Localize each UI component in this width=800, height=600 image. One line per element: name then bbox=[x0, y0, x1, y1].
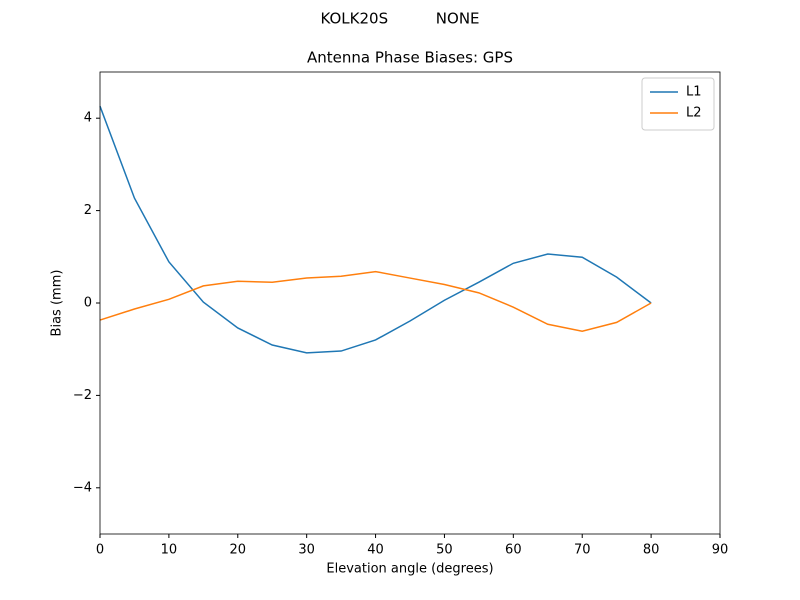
x-tick-label: 0 bbox=[96, 543, 104, 558]
y-tick-label: 0 bbox=[84, 296, 92, 311]
x-tick-label: 80 bbox=[643, 543, 660, 558]
x-tick-label: 90 bbox=[712, 543, 729, 558]
line-series bbox=[99, 105, 652, 354]
suptitle: KOLK20S NONE bbox=[320, 10, 479, 28]
x-tick-label: 60 bbox=[505, 543, 522, 558]
y-axis-label: Bias (mm) bbox=[50, 270, 65, 337]
y-tick-label: −2 bbox=[73, 388, 92, 403]
x-axis-label: Elevation angle (degrees) bbox=[326, 562, 493, 577]
legend-box bbox=[641, 77, 715, 131]
legend-label: L2 bbox=[686, 106, 702, 121]
y-tick-label: 2 bbox=[84, 203, 92, 218]
legend-label: L1 bbox=[686, 85, 702, 100]
plot-frame bbox=[99, 71, 721, 535]
y-tick-label: 4 bbox=[84, 111, 92, 126]
x-tick-label: 20 bbox=[230, 543, 247, 558]
x-tick-label: 70 bbox=[574, 543, 591, 558]
x-tick-label: 30 bbox=[298, 543, 315, 558]
chart-title: Antenna Phase Biases: GPS bbox=[307, 49, 513, 67]
x-tick-label: 10 bbox=[161, 543, 178, 558]
line-series bbox=[99, 270, 652, 332]
x-tick-label: 50 bbox=[436, 543, 453, 558]
x-tick-label: 40 bbox=[367, 543, 384, 558]
y-tick-label: −4 bbox=[73, 480, 92, 495]
